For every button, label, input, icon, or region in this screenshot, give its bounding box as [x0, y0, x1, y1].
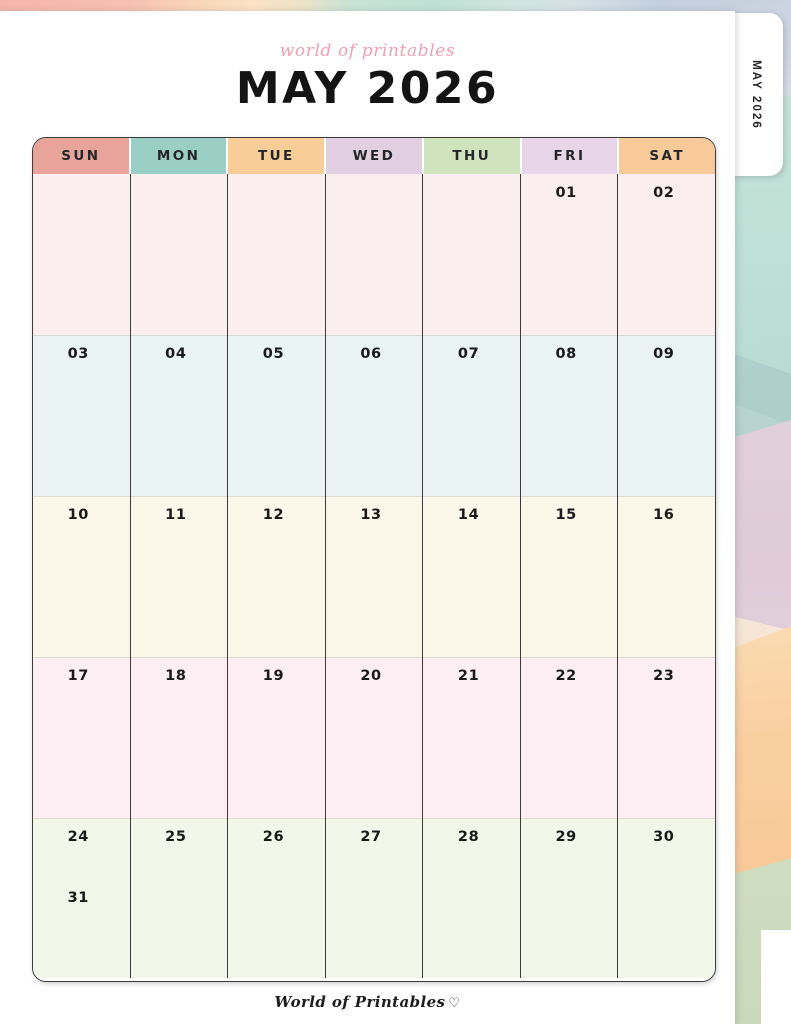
day-cell-empty[interactable] — [228, 174, 326, 335]
day-cell-02[interactable]: 02 — [618, 174, 715, 335]
day-number: 23 — [653, 668, 675, 684]
weekday-header-fri: FRI — [521, 138, 620, 174]
weekday-header-label: THU — [452, 148, 492, 164]
day-cell-14[interactable]: 14 — [423, 496, 521, 657]
day-cell-empty[interactable] — [131, 174, 229, 335]
footer-text: World of Printables — [274, 993, 446, 1011]
day-cell-19[interactable]: 19 — [228, 657, 326, 818]
day-cell-06[interactable]: 06 — [326, 335, 424, 496]
day-number: 03 — [67, 346, 89, 362]
day-number: 08 — [555, 346, 577, 362]
day-cell-28[interactable]: 28 — [423, 818, 521, 978]
calendar-grid: SUN MON TUE WED THU FRI SAT 01 02 03 04 05 06 07 08 09… — [32, 137, 716, 982]
calendar-weeks: 01 02 03 04 05 06 07 08 09 10 11 12 13 14 15 16 17 18 19 20… — [33, 174, 715, 978]
day-cell-09[interactable]: 09 — [618, 335, 715, 496]
side-index-tab-label: MAY 2026 — [749, 59, 762, 130]
day-number: 09 — [653, 346, 675, 362]
calendar-week-row: 03 04 05 06 07 08 09 — [33, 335, 715, 496]
day-cell-24[interactable]: 24 31 — [33, 818, 131, 978]
day-number: 26 — [262, 829, 285, 845]
weekday-header-mon: MON — [130, 138, 229, 174]
day-cell-10[interactable]: 10 — [33, 496, 131, 657]
day-number: 04 — [165, 346, 187, 362]
weekday-header-wed: WED — [326, 138, 424, 174]
day-number: 25 — [165, 829, 187, 845]
weekday-header-sat: SAT — [619, 138, 715, 174]
day-number: 11 — [165, 507, 187, 523]
day-number: 12 — [262, 507, 285, 523]
day-number: 27 — [360, 829, 382, 845]
weekday-header-label: SAT — [649, 148, 685, 164]
calendar-week-row: 17 18 19 20 21 22 23 — [33, 657, 715, 818]
day-number: 15 — [555, 507, 577, 523]
day-cell-17[interactable]: 17 — [33, 657, 131, 818]
day-cell-12[interactable]: 12 — [228, 496, 326, 657]
day-cell-05[interactable]: 05 — [228, 335, 326, 496]
day-number: 01 — [555, 185, 577, 201]
day-number: 14 — [457, 507, 480, 523]
day-number: 13 — [360, 507, 382, 523]
day-number: 21 — [457, 668, 480, 684]
day-number-overflow: 31 — [67, 890, 89, 906]
day-cell-25[interactable]: 25 — [131, 818, 229, 978]
day-cell-20[interactable]: 20 — [326, 657, 424, 818]
weekday-header-label: FRI — [553, 148, 586, 164]
day-number: 17 — [67, 668, 89, 684]
day-cell-15[interactable]: 15 — [521, 496, 619, 657]
day-cell-04[interactable]: 04 — [131, 335, 229, 496]
day-number: 29 — [555, 829, 577, 845]
day-number: 07 — [457, 346, 480, 362]
day-number: 20 — [360, 668, 382, 684]
weekday-header-row: SUN MON TUE WED THU FRI SAT — [33, 138, 715, 174]
day-number: 28 — [457, 829, 480, 845]
heart-icon: ♡ — [448, 996, 461, 1011]
day-number: 30 — [653, 829, 675, 845]
day-cell-03[interactable]: 03 — [33, 335, 131, 496]
day-cell-18[interactable]: 18 — [131, 657, 229, 818]
page-title: MAY 2026 — [235, 63, 500, 114]
day-cell-empty[interactable] — [33, 174, 131, 335]
weekday-header-label: MON — [156, 148, 201, 164]
day-cell-22[interactable]: 22 — [521, 657, 619, 818]
day-cell-empty[interactable] — [326, 174, 424, 335]
day-cell-29[interactable]: 29 — [521, 818, 619, 978]
day-cell-01[interactable]: 01 — [521, 174, 619, 335]
day-cell-16[interactable]: 16 — [618, 496, 715, 657]
day-number: 19 — [262, 668, 285, 684]
day-cell-21[interactable]: 21 — [423, 657, 521, 818]
day-number: 02 — [653, 185, 675, 201]
day-number: 22 — [555, 668, 577, 684]
page-sheet: world of printables MAY 2026 SUN MON TUE WE… — [0, 11, 735, 1024]
day-cell-11[interactable]: 11 — [131, 496, 229, 657]
watercolor-edge-mask — [761, 930, 791, 1024]
weekday-header-sun: SUN — [33, 138, 131, 174]
day-cell-30[interactable]: 30 — [618, 818, 715, 978]
weekday-header-label: WED — [352, 148, 396, 164]
day-cell-26[interactable]: 26 — [228, 818, 326, 978]
day-number: 06 — [360, 346, 382, 362]
calendar-week-row: 24 31 25 26 27 28 29 30 — [33, 818, 715, 978]
brand-script-text: world of printables — [279, 41, 456, 61]
day-cell-27[interactable]: 27 — [326, 818, 424, 978]
day-number: 24 — [67, 829, 89, 845]
day-cell-empty[interactable] — [423, 174, 521, 335]
day-number: 16 — [653, 507, 675, 523]
side-index-tab[interactable]: MAY 2026 — [728, 13, 783, 176]
day-number: 05 — [262, 346, 285, 362]
weekday-header-tue: TUE — [228, 138, 327, 174]
weekday-header-label: SUN — [61, 148, 101, 164]
weekday-header-thu: THU — [423, 138, 522, 174]
calendar-week-row: 10 11 12 13 14 15 16 — [33, 496, 715, 657]
day-number: 18 — [165, 668, 187, 684]
day-cell-13[interactable]: 13 — [326, 496, 424, 657]
day-number: 10 — [67, 507, 89, 523]
calendar-week-row: 01 02 — [33, 174, 715, 335]
day-cell-07[interactable]: 07 — [423, 335, 521, 496]
weekday-header-label: TUE — [258, 148, 295, 164]
footer-branding: World of Printables ♡ — [0, 993, 735, 1011]
day-cell-23[interactable]: 23 — [618, 657, 715, 818]
day-cell-08[interactable]: 08 — [521, 335, 619, 496]
